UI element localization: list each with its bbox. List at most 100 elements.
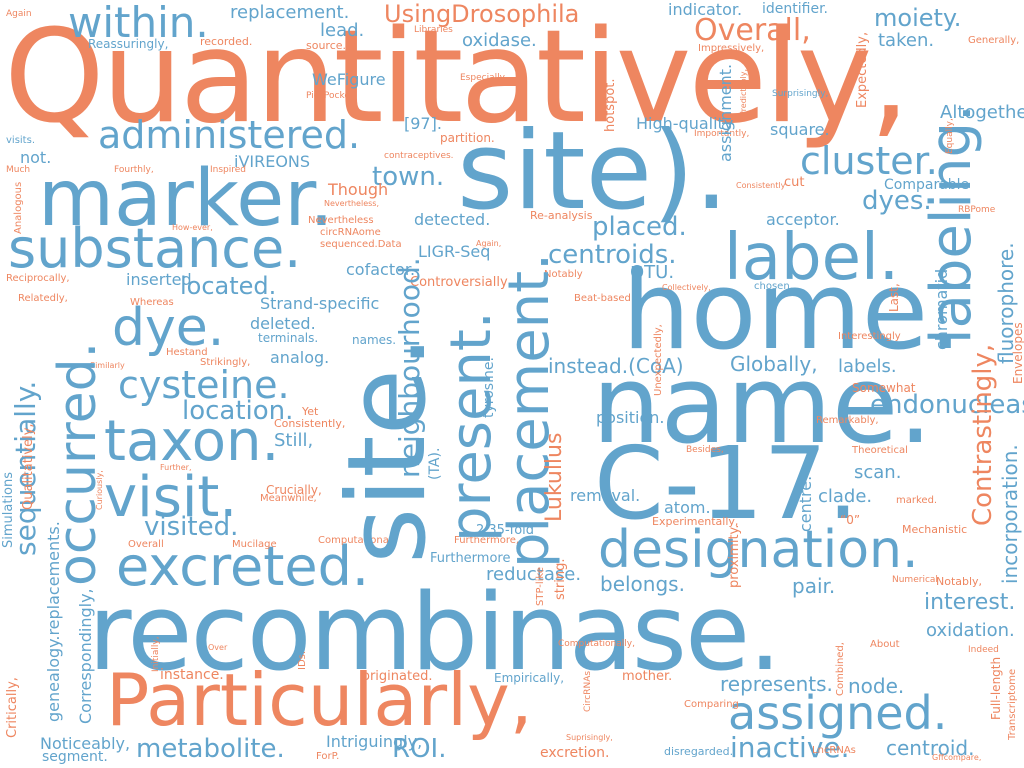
word: 2.35-fold: [476, 523, 535, 538]
word: Experimentally,: [652, 515, 739, 528]
word: Empirically,: [494, 671, 565, 685]
word: instead.(CoA): [548, 354, 684, 378]
word: Hestand: [166, 347, 208, 358]
word: taken.: [878, 30, 935, 51]
word: interest.: [924, 590, 1016, 615]
word: STP-like: [535, 566, 546, 606]
word: Relatedly,: [18, 293, 68, 304]
word: placed.: [592, 212, 687, 242]
word: Strikingly,: [200, 357, 251, 368]
word: cysteine.: [118, 363, 290, 407]
word: LIGR-Seq: [418, 242, 491, 261]
word: Notably: [544, 269, 583, 280]
word: centre.: [796, 475, 815, 532]
word: Equally,: [945, 118, 955, 154]
word: Strand-specific: [260, 294, 380, 313]
word: oxidation.: [926, 620, 1015, 641]
word: Much: [6, 165, 31, 175]
word: identifier.: [762, 1, 828, 17]
word: present.: [439, 311, 504, 542]
word: replacement.: [230, 2, 350, 23]
word: proximity.: [727, 524, 742, 588]
word: Computationally,: [558, 639, 635, 649]
word: assignment.: [716, 63, 735, 162]
word: names.: [352, 333, 397, 347]
word: Over: [208, 643, 228, 652]
word: belongs.: [600, 572, 685, 596]
word: lead.: [320, 20, 365, 41]
word: site).: [457, 109, 729, 234]
word: UsingDrosophila: [384, 0, 580, 28]
word: chromatid.: [932, 263, 951, 350]
word: Comparable: [884, 177, 970, 193]
word: labels.: [838, 356, 897, 377]
word: Initially,: [151, 636, 161, 672]
word: metabolite.: [136, 734, 285, 764]
word: home.: [622, 249, 963, 374]
word: Remarkably,: [816, 415, 879, 426]
word: Mechanistic: [902, 523, 968, 536]
word: About: [870, 639, 900, 650]
word: [97].: [404, 114, 442, 133]
word: visited.: [144, 512, 239, 542]
word: Beat-based: [574, 293, 631, 304]
word: oxidase.: [462, 30, 537, 51]
word: within.: [68, 0, 209, 47]
word: Yet: [302, 405, 319, 418]
word: Expectedly,: [855, 31, 870, 108]
word: centroid.: [886, 736, 975, 760]
word: cut: [784, 175, 805, 190]
word: Simulations: [1, 471, 16, 548]
word: located.: [180, 272, 277, 300]
word: excretion.: [540, 745, 610, 761]
word: Impressively,: [698, 43, 765, 54]
word: IDs.: [297, 650, 308, 670]
word: Contrastingly,: [968, 343, 998, 526]
word: RBPome: [958, 205, 996, 215]
word: Qualitatively,: [21, 423, 36, 510]
word: Though: [328, 180, 389, 199]
word: removal.: [570, 486, 641, 505]
word: Analogous: [13, 181, 24, 234]
word: originated.: [362, 669, 433, 684]
word: Crucially,: [266, 483, 322, 497]
word: Somewhat: [852, 381, 916, 395]
word: C-17.: [594, 425, 859, 542]
word: How-ever,: [172, 223, 213, 232]
word: recorded.: [200, 35, 253, 48]
word: partition.: [440, 131, 495, 145]
word: string.: [553, 558, 568, 600]
word: tyrosine.: [481, 357, 497, 418]
word: Similarly: [90, 361, 125, 370]
word: Lukullus: [542, 432, 567, 522]
word: Further,: [160, 463, 192, 472]
word: Especially,: [460, 73, 508, 83]
word: visit.: [104, 465, 238, 530]
word: position.: [596, 408, 665, 427]
word: Predictably,: [739, 68, 748, 116]
word: (TA).: [427, 447, 443, 480]
word: name.: [592, 343, 933, 468]
word: cofactor.: [346, 260, 416, 279]
word: disregarded.: [664, 745, 734, 758]
word: excreted.: [116, 535, 370, 598]
word: clade.: [818, 486, 873, 507]
word: endonuclease.: [870, 390, 1024, 420]
word: Numerical: [892, 575, 938, 585]
word: Nevertheless,: [324, 199, 380, 208]
word: Altogether: [940, 102, 1024, 123]
word: Indeed: [968, 645, 999, 655]
word: ROI.: [392, 734, 447, 764]
word: WeFigure: [312, 70, 386, 89]
word: terminals.: [258, 331, 319, 345]
word: Mucilage: [232, 539, 277, 550]
word: Comparing: [684, 699, 739, 710]
word: Last,: [887, 283, 901, 312]
word: Critically,: [5, 677, 20, 738]
word: label.: [724, 221, 900, 295]
word: circRNAome: [320, 227, 381, 238]
word: Controversially,: [410, 275, 512, 290]
word: substance.: [8, 217, 302, 280]
word: centroids.: [548, 240, 677, 270]
word: Combined,: [835, 642, 846, 696]
